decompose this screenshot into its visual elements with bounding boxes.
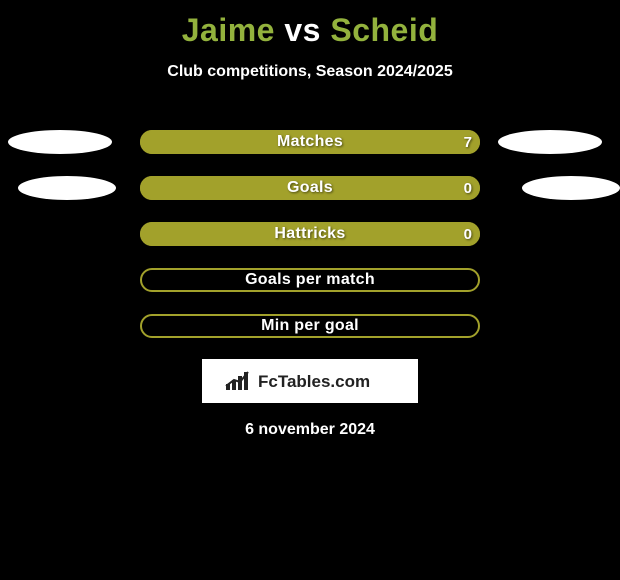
date-text: 6 november 2024 (0, 421, 620, 439)
stat-pill: Goals0 (140, 176, 480, 200)
stat-label: Goals per match (140, 268, 480, 292)
photo-ellipse-left (8, 130, 112, 154)
stat-label: Matches (140, 130, 480, 154)
photo-ellipse-left (18, 176, 116, 200)
stat-row: Goals0 (0, 165, 620, 211)
stat-label: Hattricks (140, 222, 480, 246)
photo-ellipse-right (522, 176, 620, 200)
stat-row: Matches7 (0, 119, 620, 165)
stat-row: Goals per match (0, 257, 620, 303)
stats-block: Matches7Goals0Hattricks0Goals per matchM… (0, 119, 620, 349)
stat-pill: Min per goal (140, 314, 480, 338)
fctables-logo-icon: FcTables.com (220, 366, 400, 396)
stat-value-right: 0 (464, 176, 472, 200)
player2-name: Scheid (330, 12, 438, 48)
stat-pill: Hattricks0 (140, 222, 480, 246)
vs-separator: vs (284, 12, 321, 48)
player1-name: Jaime (182, 12, 275, 48)
photo-ellipse-right (498, 130, 602, 154)
infographic-root: Jaime vs Scheid Club competitions, Seaso… (0, 12, 620, 580)
stat-row: Min per goal (0, 303, 620, 349)
stat-pill: Matches7 (140, 130, 480, 154)
stat-value-right: 0 (464, 222, 472, 246)
logo-text: FcTables.com (258, 372, 370, 391)
page-title: Jaime vs Scheid (0, 12, 620, 49)
stat-label: Goals (140, 176, 480, 200)
stat-pill: Goals per match (140, 268, 480, 292)
logo-box: FcTables.com (202, 359, 418, 403)
subtitle: Club competitions, Season 2024/2025 (0, 63, 620, 81)
stat-label: Min per goal (140, 314, 480, 338)
stat-row: Hattricks0 (0, 211, 620, 257)
stat-value-right: 7 (464, 130, 472, 154)
